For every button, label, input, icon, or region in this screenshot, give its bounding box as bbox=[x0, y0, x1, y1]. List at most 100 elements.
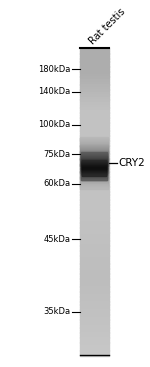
Bar bbox=[80, 132, 109, 136]
Bar bbox=[80, 179, 109, 182]
Bar bbox=[82, 168, 106, 169]
Bar bbox=[80, 170, 108, 171]
Bar bbox=[81, 175, 107, 176]
Bar bbox=[80, 63, 109, 67]
Bar bbox=[80, 258, 109, 261]
Bar bbox=[80, 153, 108, 154]
Bar bbox=[80, 138, 108, 139]
Bar bbox=[81, 156, 107, 157]
Bar bbox=[80, 156, 109, 159]
Bar bbox=[80, 123, 109, 126]
Bar bbox=[80, 294, 109, 297]
Bar bbox=[80, 314, 109, 317]
Bar bbox=[80, 58, 109, 62]
Bar bbox=[80, 147, 108, 148]
Bar bbox=[80, 149, 108, 150]
Bar bbox=[82, 172, 106, 173]
Bar bbox=[80, 163, 109, 166]
Bar bbox=[80, 117, 109, 120]
Bar bbox=[80, 192, 109, 195]
Bar bbox=[80, 181, 109, 184]
Bar bbox=[82, 164, 106, 165]
Bar bbox=[80, 153, 109, 156]
Bar bbox=[80, 281, 109, 284]
Bar bbox=[81, 154, 107, 155]
Bar bbox=[80, 189, 109, 192]
Bar bbox=[80, 171, 108, 172]
Text: 140kDa: 140kDa bbox=[38, 87, 70, 96]
Bar bbox=[80, 182, 108, 183]
Bar bbox=[81, 170, 107, 171]
Bar bbox=[81, 167, 107, 168]
Bar bbox=[80, 150, 108, 151]
Bar bbox=[80, 342, 109, 345]
Bar bbox=[80, 240, 109, 243]
Bar bbox=[80, 159, 108, 160]
Bar bbox=[80, 105, 109, 108]
Bar bbox=[81, 174, 107, 175]
Bar bbox=[80, 188, 108, 189]
Bar bbox=[80, 158, 109, 161]
Bar bbox=[80, 69, 109, 72]
Bar bbox=[80, 87, 109, 90]
Bar bbox=[80, 161, 109, 164]
Bar bbox=[80, 202, 109, 205]
Bar bbox=[80, 76, 109, 79]
Bar bbox=[80, 253, 109, 256]
Bar bbox=[81, 177, 107, 178]
Bar bbox=[82, 174, 106, 175]
Bar bbox=[82, 165, 106, 166]
Bar bbox=[82, 171, 106, 172]
Bar bbox=[80, 112, 109, 115]
Bar bbox=[80, 138, 109, 141]
Bar bbox=[81, 163, 107, 164]
Bar bbox=[80, 176, 108, 177]
Bar bbox=[80, 279, 109, 281]
Bar bbox=[80, 184, 108, 186]
Bar bbox=[82, 171, 106, 172]
Bar bbox=[80, 107, 109, 110]
Bar bbox=[80, 56, 109, 59]
Bar bbox=[80, 319, 109, 323]
Bar bbox=[80, 155, 108, 156]
Bar bbox=[80, 148, 108, 149]
Bar bbox=[80, 268, 109, 271]
Bar bbox=[80, 168, 109, 171]
Bar bbox=[82, 161, 106, 163]
Bar bbox=[80, 276, 109, 279]
Bar bbox=[82, 161, 106, 162]
Bar bbox=[81, 160, 107, 161]
Bar bbox=[80, 130, 109, 133]
Bar bbox=[80, 167, 108, 168]
Bar bbox=[81, 172, 107, 173]
Bar bbox=[80, 102, 109, 105]
Bar bbox=[80, 210, 109, 212]
Bar bbox=[80, 150, 108, 152]
Bar bbox=[80, 250, 109, 253]
Bar bbox=[81, 155, 107, 156]
Bar bbox=[80, 166, 108, 167]
Bar bbox=[80, 135, 109, 138]
Bar bbox=[80, 79, 109, 82]
Bar bbox=[80, 176, 109, 179]
Bar bbox=[80, 291, 109, 294]
Bar bbox=[80, 271, 109, 274]
Bar bbox=[80, 345, 109, 348]
Bar bbox=[81, 159, 107, 160]
Bar bbox=[80, 51, 109, 54]
Bar bbox=[80, 175, 108, 176]
Bar bbox=[80, 225, 109, 228]
Bar bbox=[80, 350, 109, 353]
Bar bbox=[80, 66, 109, 69]
Bar bbox=[80, 207, 109, 210]
Bar bbox=[82, 174, 106, 175]
Bar bbox=[81, 173, 107, 174]
Bar bbox=[80, 165, 108, 167]
Bar bbox=[80, 94, 109, 97]
Bar bbox=[80, 243, 109, 246]
Bar bbox=[81, 152, 107, 153]
Text: 45kDa: 45kDa bbox=[43, 235, 70, 244]
Bar bbox=[80, 168, 108, 169]
Bar bbox=[80, 166, 109, 169]
Bar bbox=[80, 143, 108, 144]
